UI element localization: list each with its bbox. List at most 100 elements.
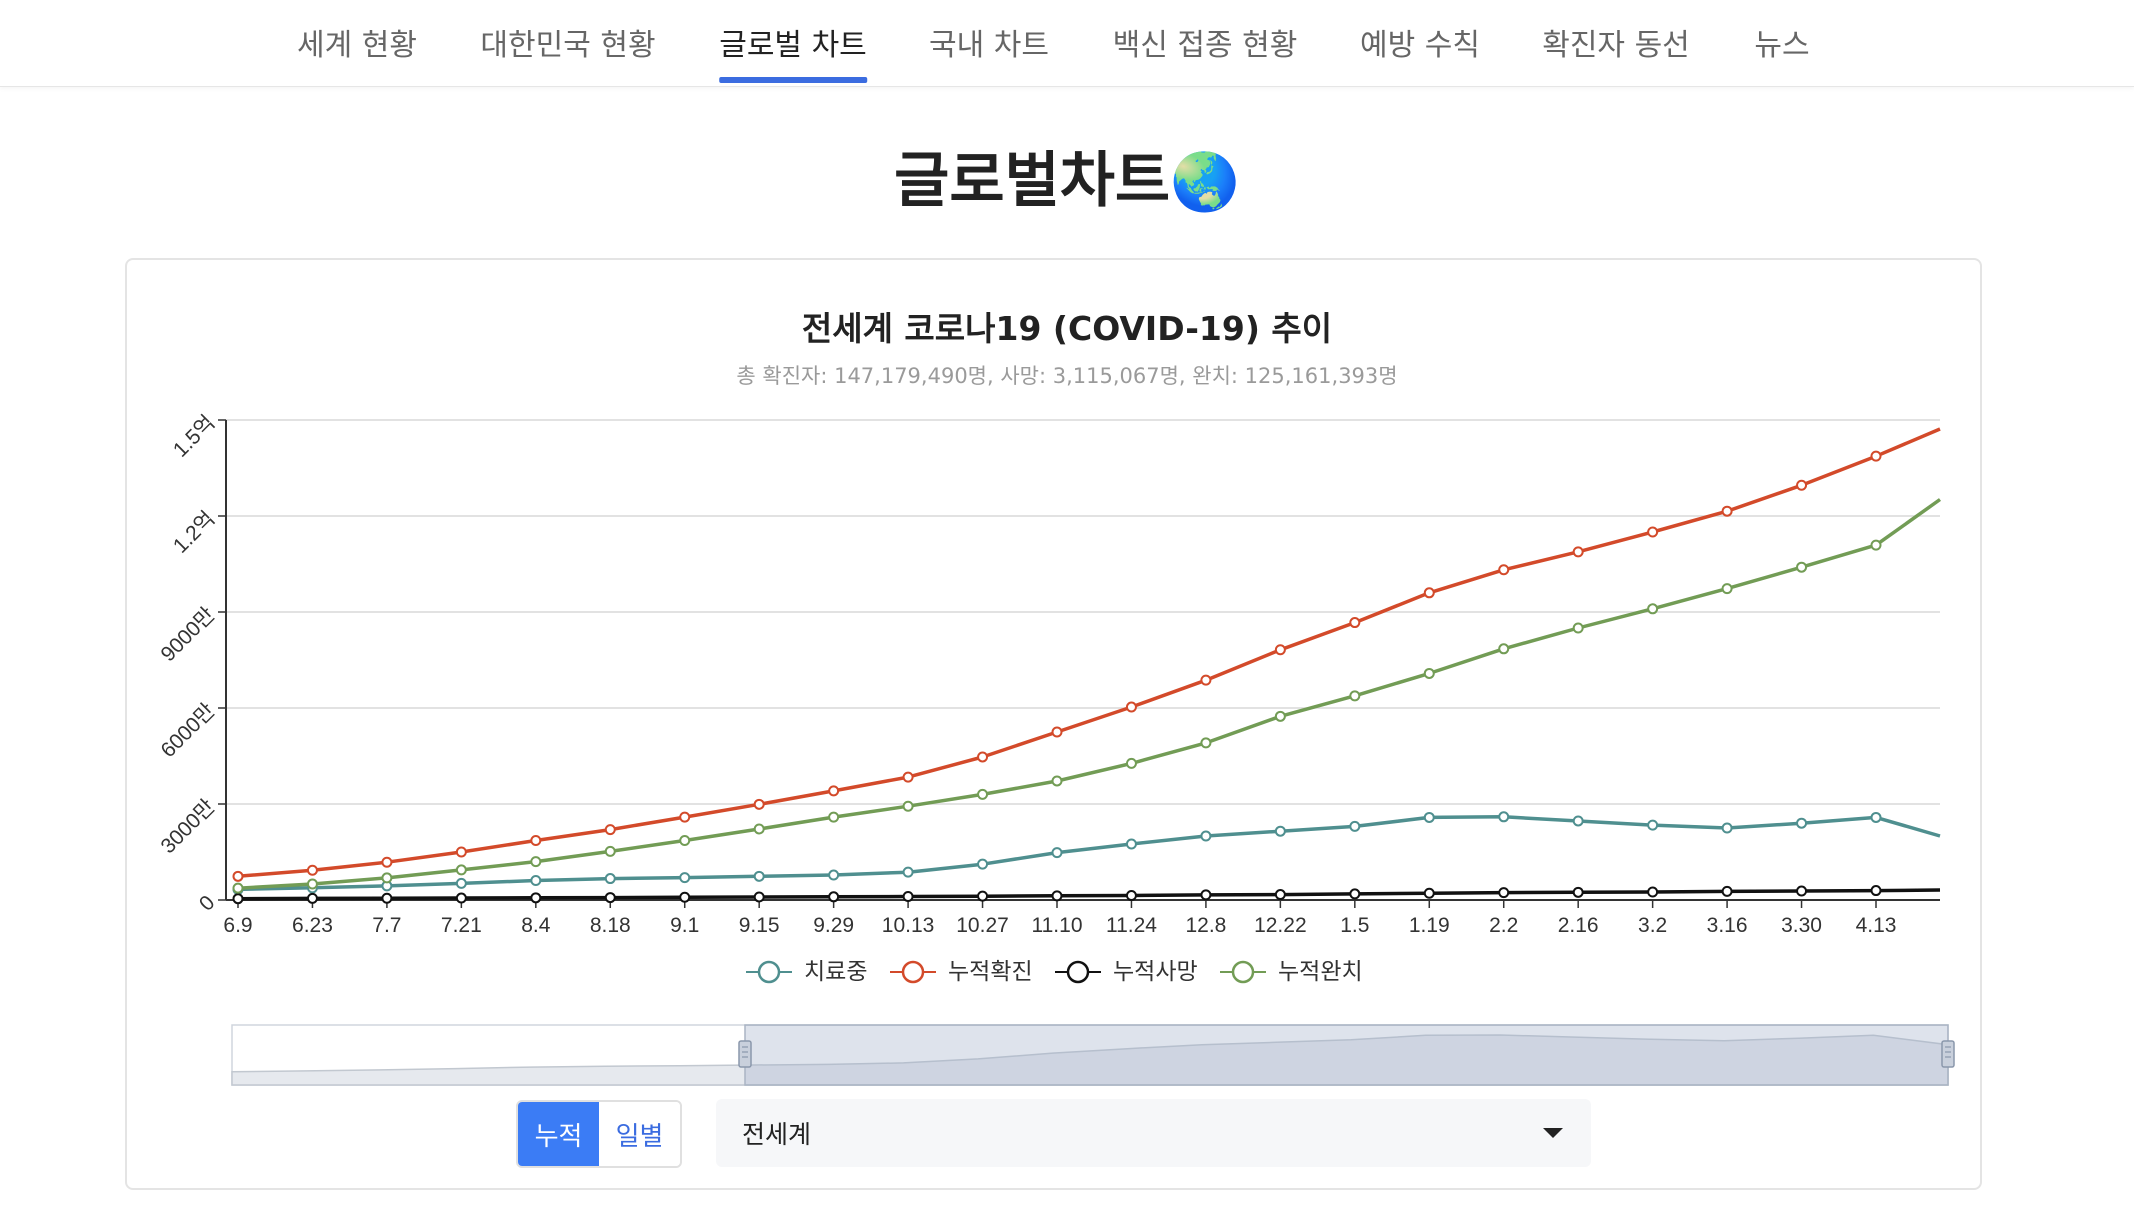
data-point	[530, 856, 542, 868]
data-point	[381, 892, 393, 904]
series-line	[237, 888, 1941, 901]
nav-item-korea-status[interactable]: 대한민국 현황	[480, 20, 655, 86]
data-point	[1051, 890, 1063, 902]
data-point	[1870, 539, 1882, 551]
y-tick-label: 1.5억	[169, 411, 220, 462]
zoom-handle-left[interactable]	[738, 1040, 752, 1068]
nav-item-news[interactable]: 뉴스	[1754, 20, 1809, 86]
data-point	[1274, 710, 1286, 722]
data-point	[1423, 587, 1435, 599]
x-tick-label: 10.13	[882, 914, 935, 937]
zoom-slider-preview	[231, 1034, 1949, 1086]
data-point	[1125, 757, 1137, 769]
data-point	[232, 870, 244, 882]
data-point	[306, 878, 318, 890]
nav-item-label: 글로벌 차트	[719, 28, 867, 63]
data-point	[902, 866, 914, 878]
data-point	[1572, 886, 1584, 898]
y-tick-label: 6000만	[156, 699, 219, 762]
data-point	[530, 834, 542, 846]
data-point	[902, 890, 914, 902]
data-point	[1200, 674, 1212, 686]
data-point	[1572, 815, 1584, 827]
data-point	[828, 869, 840, 881]
data-point	[1125, 701, 1137, 713]
x-tick-label: 7.21	[441, 914, 482, 937]
zoom-slider-selection	[744, 1024, 1949, 1086]
data-point	[604, 845, 616, 857]
data-point	[232, 893, 244, 905]
data-point	[753, 798, 765, 810]
data-point	[604, 892, 616, 904]
x-tick-label: 11.24	[1106, 914, 1157, 937]
nav-item-label: 국내 차트	[929, 28, 1049, 63]
nav-item-domestic-chart[interactable]: 국내 차트	[929, 20, 1049, 86]
data-point	[1125, 890, 1137, 902]
data-point	[1572, 622, 1584, 634]
legend-marker	[1066, 960, 1090, 984]
data-point	[1796, 817, 1808, 829]
data-point	[1498, 811, 1510, 823]
data-point	[455, 877, 467, 889]
nav-item-label: 백신 접종 현황	[1112, 28, 1298, 63]
nav-item-world-status[interactable]: 세계 현황	[297, 20, 417, 86]
data-point	[1498, 564, 1510, 576]
daily-button[interactable]: 일별	[599, 1102, 680, 1166]
x-tick-label: 1.5	[1340, 914, 1369, 937]
x-tick-label: 8.4	[521, 914, 551, 937]
data-point	[604, 824, 616, 836]
region-select-value: 전세계	[742, 1120, 812, 1149]
x-tick-label: 11.10	[1032, 914, 1083, 937]
nav-item-vaccine-status[interactable]: 백신 접종 현황	[1113, 20, 1298, 86]
legend-label: 치료중	[804, 958, 867, 984]
globe-icon: 🌏	[1170, 150, 1240, 215]
data-point	[1051, 726, 1063, 738]
nav-item-label: 대한민국 현황	[480, 28, 656, 63]
x-tick-label: 12.22	[1254, 914, 1307, 937]
cumulative-button[interactable]: 누적	[518, 1102, 599, 1166]
zoom-handle-right[interactable]	[1941, 1040, 1955, 1068]
region-select[interactable]: 전세계	[716, 1099, 1591, 1167]
data-point	[1796, 561, 1808, 573]
x-tick-label: 7.7	[372, 914, 401, 937]
data-point	[1274, 825, 1286, 837]
y-tick-label: 1.2억	[169, 507, 220, 558]
nav-item-global-chart[interactable]: 글로벌 차트	[719, 20, 867, 86]
x-tick-label: 9.15	[739, 914, 780, 937]
data-point	[1647, 526, 1659, 538]
x-tick-label: 9.1	[670, 914, 699, 937]
y-tick-label: 3000만	[156, 795, 219, 858]
data-point	[977, 751, 989, 763]
data-point	[753, 891, 765, 903]
data-point	[1572, 546, 1584, 558]
data-point	[1349, 617, 1361, 629]
data-point	[530, 874, 542, 886]
data-point	[1349, 888, 1361, 900]
x-tick-label: 3.16	[1707, 914, 1748, 937]
data-point	[1349, 690, 1361, 702]
data-point	[1870, 811, 1882, 823]
nav-item-patient-route[interactable]: 확진자 동선	[1542, 20, 1690, 86]
data-point	[977, 858, 989, 870]
x-tick-label: 4.13	[1856, 914, 1897, 937]
data-point	[828, 811, 840, 823]
legend-marker	[901, 960, 925, 984]
data-point	[753, 870, 765, 882]
page-title: 글로벌차트🌏	[0, 132, 2134, 219]
x-tick-label: 10.27	[956, 914, 1009, 937]
data-point	[530, 892, 542, 904]
data-point	[455, 864, 467, 876]
chart-title: 전세계 코로나19 (COVID-19) 추이	[801, 309, 1333, 348]
nav-item-prevention[interactable]: 예방 수칙	[1360, 20, 1480, 86]
active-tab-underline	[719, 77, 867, 83]
data-point	[381, 872, 393, 884]
data-point	[1274, 644, 1286, 656]
legend-label: 누적완치	[1278, 958, 1363, 984]
data-point	[232, 882, 244, 894]
data-point	[679, 891, 691, 903]
x-tick-label: 3.30	[1781, 914, 1822, 937]
data-point	[1498, 887, 1510, 899]
data-point	[1423, 667, 1435, 679]
top-nav: 세계 현황 대한민국 현황 글로벌 차트 국내 차트 백신 접종 현황 예방 수…	[0, 0, 2134, 87]
